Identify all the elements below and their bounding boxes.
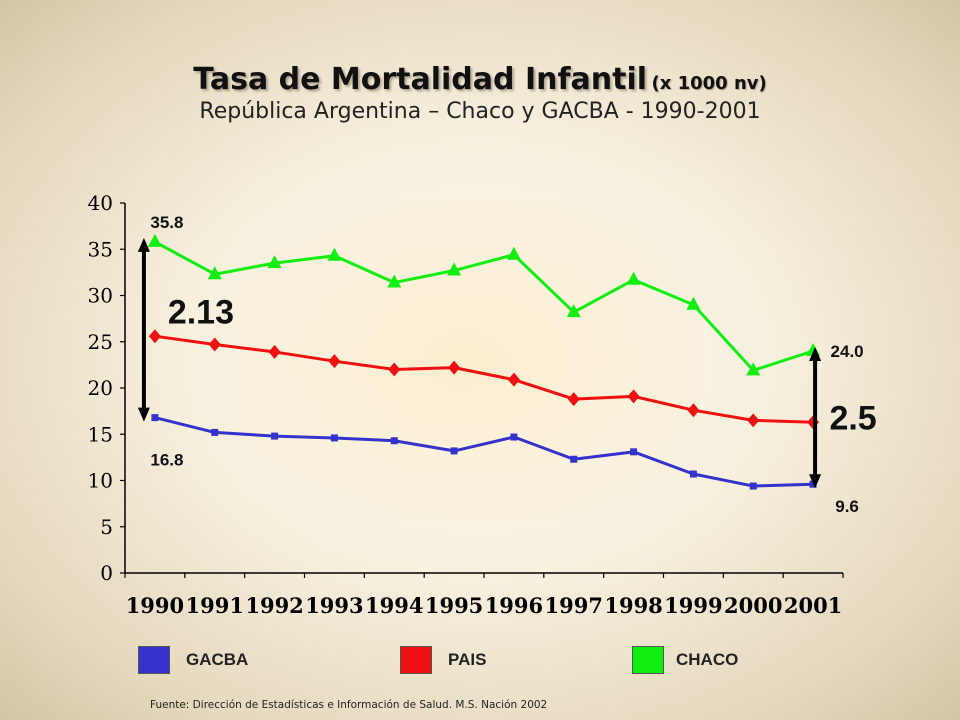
y-tick-label: 35 [88,237,113,261]
x-tick-label: 1991 [186,593,244,618]
span-arrow-1990 [137,237,150,422]
annotation-layer: 35.8 16.8 2.13 24.0 9.6 2.5 [137,213,877,516]
legend-label-gacba: GACBA [186,650,249,669]
data-point-pais [328,354,341,369]
plot-glow [240,200,700,520]
chart-title-block: Tasa de Mortalidad Infantil (x 1000 nv) … [0,62,960,124]
x-tick-label: 1997 [545,593,603,618]
data-point-gacba [450,447,458,455]
chart-title: Tasa de Mortalidad Infantil [193,62,648,97]
y-tick-label: 5 [100,515,113,539]
legend-item-chaco: CHACO [632,646,738,674]
source-note: Fuente: Dirección de Estadísticas e Info… [150,699,548,711]
y-tick-label: 40 [88,191,113,215]
y-tick-label: 10 [88,469,113,493]
data-point-gacba [749,482,757,490]
y-tick-label: 30 [88,284,113,308]
data-point-chaco [686,296,701,310]
chart-subtitle: República Argentina – Chaco y GACBA - 19… [199,99,761,124]
data-point-gacba [570,455,578,463]
legend-item-gacba: GACBA [138,646,248,674]
data-point-chaco [387,274,402,288]
data-point-gacba [689,470,697,478]
y-tick-label: 20 [88,376,113,400]
data-point-chaco [327,247,342,261]
data-point-gacba [211,428,219,436]
series-line-gacba [154,416,814,488]
x-tick-label: 1993 [305,593,363,618]
data-point-pais [388,362,401,377]
data-point-pais [567,392,580,407]
data-point-chaco [147,233,162,247]
series-line-pais [154,334,814,424]
data-point-gacba [151,414,159,422]
data-point-pais [448,360,461,375]
data-point-pais [507,372,520,387]
legend-label-chaco: CHACO [676,650,739,669]
data-point-chaco [566,304,581,318]
x-tick-label: 1992 [245,593,303,618]
series-line-chaco [154,240,814,372]
x-tick-label: 1999 [664,593,722,618]
data-point-pais [747,413,760,428]
title-line: Tasa de Mortalidad Infantil (x 1000 nv) [0,62,960,97]
data-point-pais [687,403,700,418]
x-tick-label: 1990 [126,593,184,618]
data-point-chaco [626,271,641,285]
legend-label-pais: PAIS [448,650,487,669]
x-tick-label: 1996 [485,593,543,618]
data-point-gacba [630,448,638,456]
x-tick-label: 1995 [425,593,483,618]
span-label-2001: 2.5 [829,400,876,438]
span-arrow-2001 [809,347,822,489]
data-point-chaco [267,255,282,269]
data-point-gacba [809,480,817,488]
y-tick-label: 0 [100,561,113,585]
value-label-2001-3: 24.0 [831,342,864,361]
y-tick-label: 25 [88,330,113,354]
data-point-chaco [506,246,521,260]
x-tick-label: 1998 [604,593,662,618]
legend-item-pais: PAIS [400,646,486,674]
data-point-gacba [510,433,518,441]
data-point-chaco [207,266,222,280]
data-point-pais [208,337,221,352]
data-point-gacba [271,432,279,440]
series-layer [147,233,821,490]
value-label-1990-1: 16.8 [150,451,183,470]
data-point-pais [268,344,281,359]
x-tick-label: 2000 [724,593,782,618]
data-point-pais [627,389,640,404]
x-tick-label: 2001 [784,593,842,618]
span-label-1990: 2.13 [168,294,234,332]
legend-swatch-chaco [632,646,664,674]
value-label-2001-4: 9.6 [835,497,859,516]
legend-swatch-pais [400,646,432,674]
axes: 0 5 10 15 20 25 30 35 40 1990 1991 1992 1993 1994 1995… [88,191,844,618]
y-tick-label: 15 [88,422,113,446]
data-point-pais [148,329,161,344]
x-tick-label: 1994 [365,593,423,618]
data-point-gacba [390,437,398,445]
legend-swatch-gacba [138,646,170,674]
data-point-gacba [330,434,338,442]
value-label-1990-0: 35.8 [150,213,183,232]
data-point-chaco [746,362,761,376]
data-point-chaco [447,262,462,276]
chart-title-unit: (x 1000 nv) [651,73,767,94]
